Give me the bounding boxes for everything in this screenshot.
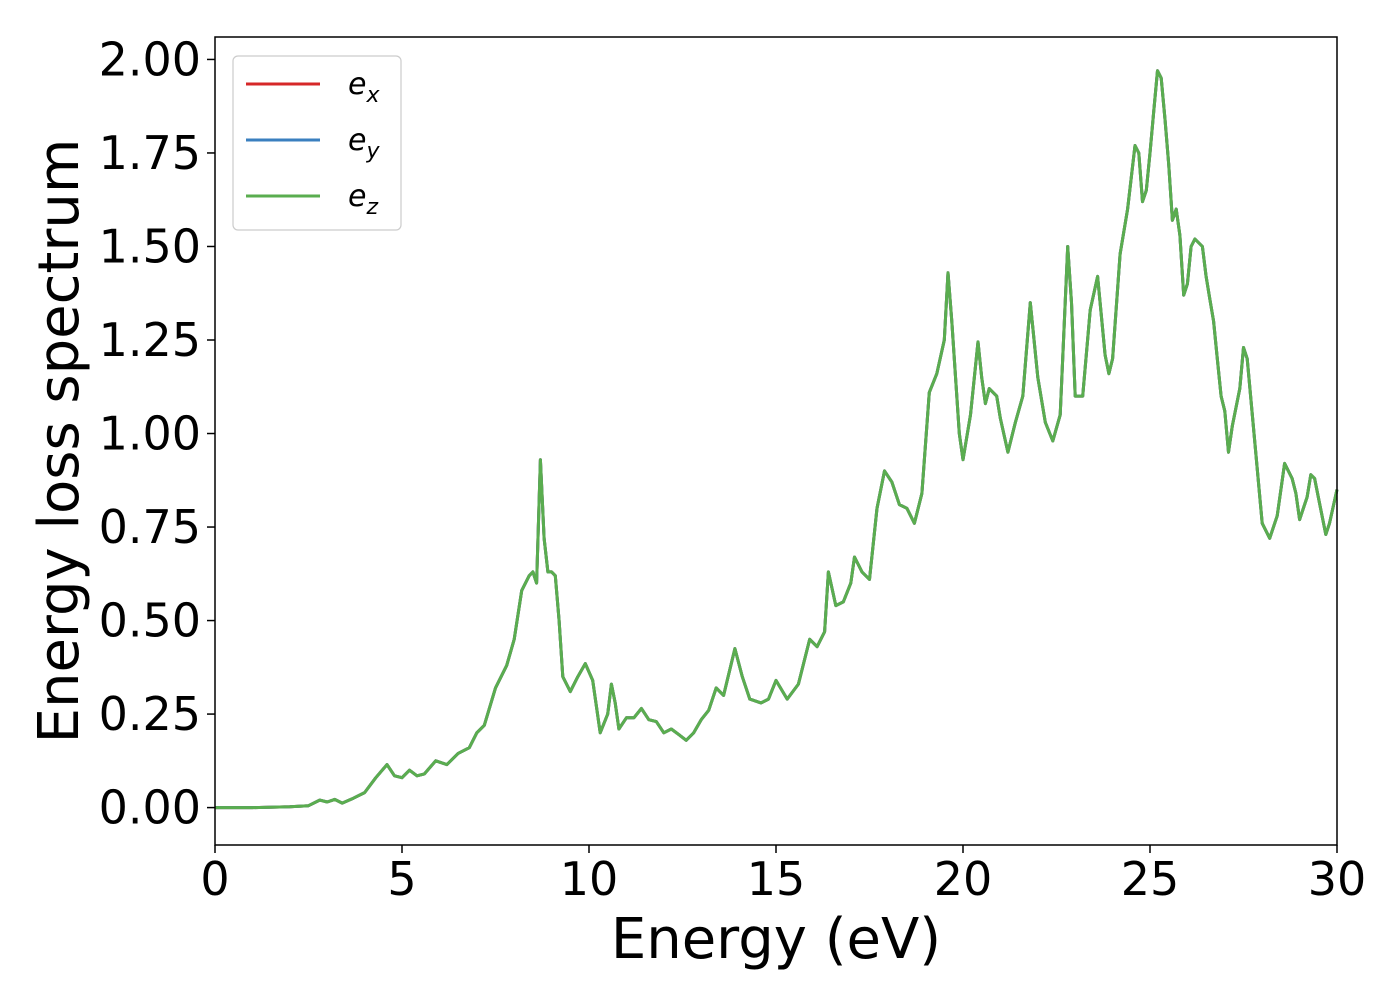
x-axis-title: Energy (eV) [611, 907, 941, 972]
y-tick-label: 1.00 [99, 407, 201, 461]
series-lines [215, 69, 1339, 810]
x-tick-label: 10 [560, 852, 619, 906]
y-axis-title: Energy loss spectrum [27, 139, 92, 744]
x-axis-ticks: 0 5 10 15 20 25 30 [200, 845, 1366, 906]
x-tick-label: 25 [1121, 852, 1180, 906]
series-line-e_z [215, 69, 1339, 810]
legend-label-e_y: ey [348, 123, 380, 164]
y-tick-label: 0.75 [99, 500, 201, 554]
legend-box [232, 55, 402, 231]
x-tick-label: 5 [387, 852, 416, 906]
y-tick-label: 1.25 [99, 313, 201, 367]
y-tick-label: 2.00 [99, 32, 201, 86]
x-tick-label: 20 [934, 852, 993, 906]
y-tick-label: 1.50 [99, 219, 201, 273]
x-tick-label: 0 [200, 852, 229, 906]
y-axis-ticks: 0.00 0.25 0.50 0.75 1.00 1.25 1.50 1.75 2.00 [99, 32, 215, 835]
legend-label-e_z: ez [348, 179, 378, 220]
y-tick-label: 1.75 [99, 126, 201, 180]
y-tick-label: 0.25 [99, 687, 201, 741]
x-tick-label: 15 [747, 852, 806, 906]
y-tick-label: 0.50 [99, 594, 201, 648]
y-tick-label: 0.00 [99, 781, 201, 835]
x-tick-label: 30 [1308, 852, 1367, 906]
